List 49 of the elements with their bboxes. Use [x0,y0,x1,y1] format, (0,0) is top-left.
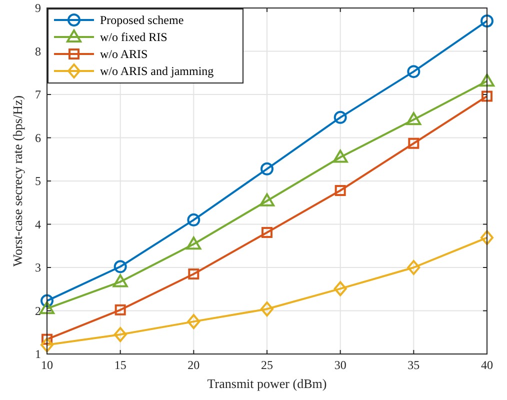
point [480,14,494,28]
x-tick-label: 25 [261,358,273,372]
x-axis-title: Transmit power (dBm) [207,376,327,391]
legend-label: w/o ARIS and jamming [100,64,214,78]
x-tick-label: 35 [408,358,420,372]
y-tick-label: 2 [35,304,41,318]
point [114,327,127,342]
point [406,112,422,126]
x-tick-label: 40 [481,358,493,372]
y-axis-title: Worst-case secrecy rate (bps/Hz) [10,95,25,267]
point [334,185,346,196]
point [40,301,54,314]
point [260,162,274,176]
y-tick-label: 8 [35,44,41,58]
y-tick-label: 7 [35,88,41,102]
point [114,260,127,274]
point [334,110,347,124]
point [480,230,494,246]
point [407,260,420,275]
y-tick-label: 9 [35,1,41,15]
y-tick-label: 1 [35,347,41,361]
point [260,193,274,206]
point [186,236,202,250]
x-tick-label: 20 [188,358,200,372]
legend-label: Proposed scheme [100,13,184,27]
legend-label: w/o ARIS [100,47,148,61]
point [187,213,200,226]
point [407,65,420,78]
x-tick-label: 15 [114,358,126,372]
point [480,74,494,87]
y-tick-label: 5 [35,174,41,188]
point [482,90,492,102]
point [262,226,272,238]
y-tick-label: 3 [35,260,41,274]
legend-label: w/o fixed RIS [100,30,168,44]
point [188,268,200,280]
point [334,281,347,296]
x-tick-label: 10 [41,358,53,372]
point [187,314,200,330]
point [112,274,128,288]
point [114,304,126,316]
point [40,337,54,352]
point [40,294,54,308]
point [332,150,348,163]
x-tick-label: 30 [334,358,346,372]
y-tick-label: 4 [35,217,41,232]
point [408,138,420,149]
point [260,302,274,317]
y-tick-label: 6 [35,130,41,145]
